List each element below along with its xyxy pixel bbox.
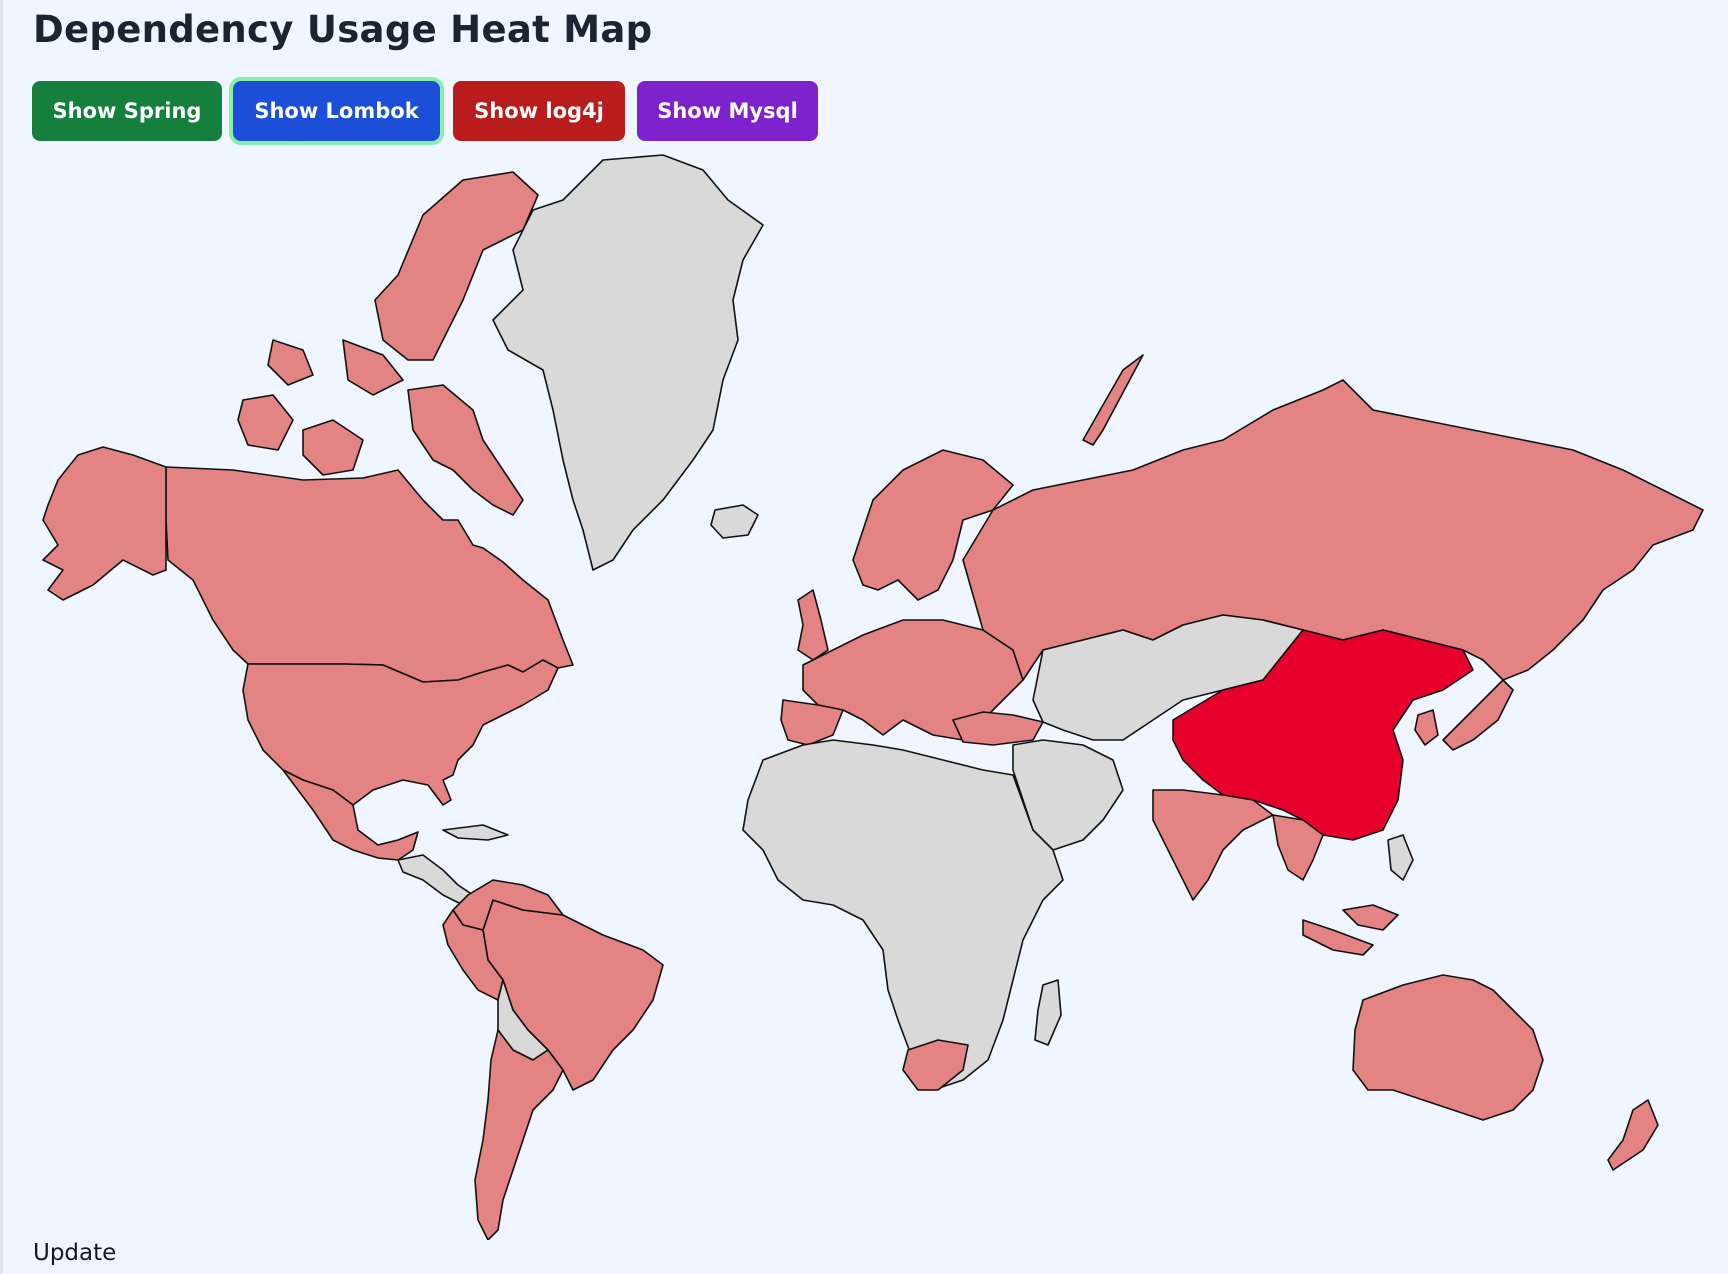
show-lombok-button[interactable]: Show Lombok — [233, 81, 440, 141]
region-middle-east — [1012, 739, 1124, 851]
country-scandinavia[interactable] — [852, 449, 1014, 601]
country-india[interactable] — [1152, 789, 1274, 901]
region-arctic-islands — [237, 171, 539, 516]
country-japan[interactable] — [1442, 679, 1514, 751]
country-iberia[interactable] — [780, 699, 844, 746]
show-log4j-button[interactable]: Show log4j — [453, 81, 625, 141]
show-mysql-button[interactable]: Show Mysql — [637, 81, 818, 141]
country-argentina-chile[interactable] — [474, 1029, 564, 1241]
world-map-svg — [42, 154, 1704, 1241]
country-australia[interactable] — [1352, 974, 1544, 1121]
country-russia[interactable] — [962, 379, 1704, 681]
country-uk[interactable] — [797, 589, 829, 661]
country-new-zealand[interactable] — [1607, 1099, 1659, 1171]
world-heat-map — [3, 150, 1728, 1241]
country-alaska[interactable] — [42, 446, 167, 601]
region-africa — [742, 739, 1064, 1091]
country-usa[interactable] — [242, 659, 559, 806]
country-korea[interactable] — [1414, 709, 1439, 746]
country-cuba[interactable] — [442, 824, 509, 841]
country-south-africa[interactable] — [902, 1039, 969, 1091]
page-title: Dependency Usage Heat Map — [33, 8, 653, 51]
country-turkey[interactable] — [952, 711, 1044, 746]
country-madagascar[interactable] — [1034, 979, 1062, 1046]
region-central-america — [397, 854, 474, 906]
region-southeast-asia — [1272, 814, 1399, 956]
country-greenland[interactable] — [492, 154, 764, 571]
country-novaya-zemlya — [1082, 354, 1144, 446]
country-iceland[interactable] — [710, 504, 759, 539]
show-spring-button[interactable]: Show Spring — [32, 81, 222, 141]
country-mexico[interactable] — [282, 769, 419, 861]
country-philippines[interactable] — [1387, 834, 1414, 881]
update-label[interactable]: Update — [33, 1240, 117, 1266]
